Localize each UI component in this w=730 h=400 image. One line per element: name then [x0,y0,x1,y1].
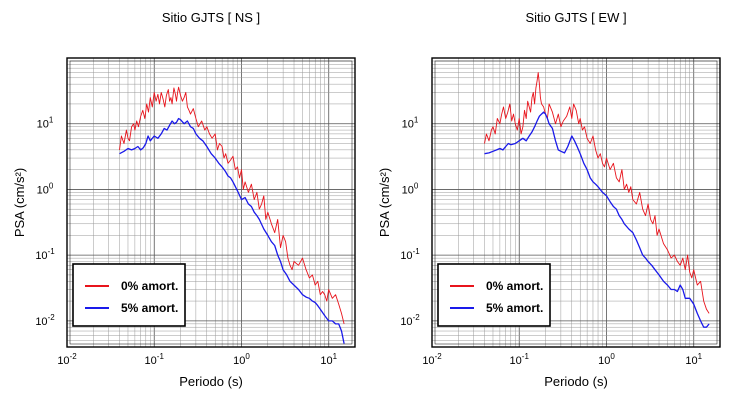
plot-frame [431,57,721,348]
legend-box [437,263,551,327]
y-tick-label: 10-1 [400,247,420,262]
series-line-undamped [484,72,710,314]
legend-label: 0% amort. [486,279,543,293]
chart-title: Sitio GJTS [ NS ] [162,10,260,25]
y-tick-label: 101 [37,116,54,131]
series-line-damped [484,111,710,328]
y-tick-label: 101 [402,116,419,131]
x-tick-label: 101 [685,352,702,367]
y-axis-label: PSA (cm/s²) [377,168,392,237]
x-tick-label: 10-2 [422,352,442,367]
y-tick-label: 100 [402,181,419,196]
plot-frame [66,57,356,348]
y-tick-label: 100 [37,181,54,196]
y-axis-label: PSA (cm/s²) [12,168,27,237]
legend: 0% amort. 5% amort. [437,263,551,327]
y-tick-label: 10-1 [35,247,55,262]
legend-label: 0% amort. [121,279,178,293]
x-tick-label: 101 [320,352,337,367]
chart-panel-ew: 10-2 10-1 100 101 10-2 10-1 100 101 Sitio GJTS [… [377,10,721,389]
legend-label: 5% amort. [121,301,178,315]
x-axis-label: Periodo (s) [179,374,243,389]
x-tick-label: 10-1 [510,352,530,367]
series-line-undamped [119,86,345,325]
y-tick-label: 10-2 [400,313,420,328]
grid [431,57,721,348]
y-tick-label: 10-2 [35,313,55,328]
x-axis-label: Periodo (s) [544,374,608,389]
plot-frame-inner [69,60,353,345]
legend-box [72,263,186,327]
x-tick-label: 10-2 [57,352,77,367]
series-line-damped [119,117,345,344]
x-tick-label: 100 [598,352,615,367]
chart-panel-ns: 10-2 10-1 100 101 10-2 10-1 100 101 Sitio GJTS [… [12,10,356,389]
x-tick-label: 10-1 [145,352,165,367]
grid [66,57,356,348]
legend-label: 5% amort. [486,301,543,315]
plot-frame-inner [434,60,718,345]
legend: 0% amort. 5% amort. [72,263,186,327]
chart-title: Sitio GJTS [ EW ] [525,10,626,25]
x-tick-label: 100 [233,352,250,367]
